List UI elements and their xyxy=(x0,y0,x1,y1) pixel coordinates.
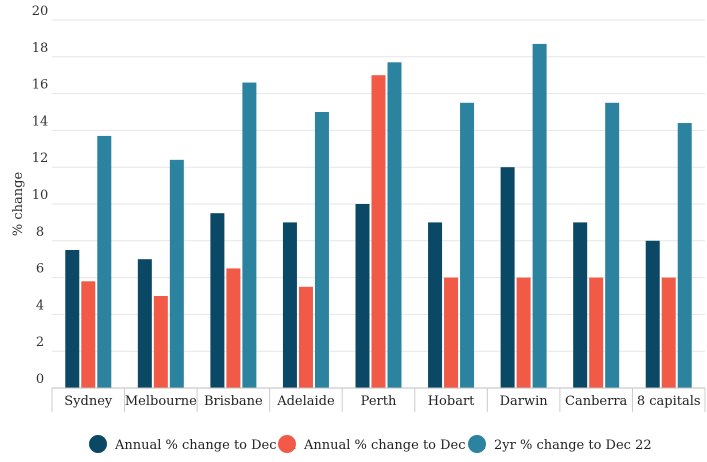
legend-swatch xyxy=(89,435,107,453)
bar xyxy=(573,222,588,388)
bars xyxy=(65,43,692,389)
legend-item: 2yr % change to Dec 22 xyxy=(468,435,652,453)
category-separators xyxy=(51,388,706,412)
bar xyxy=(242,82,257,388)
bar xyxy=(226,268,241,388)
bar xyxy=(387,62,402,388)
bar xyxy=(645,240,660,388)
x-category-label: 8 capitals xyxy=(637,394,701,409)
bar xyxy=(589,277,604,388)
legend-item: Annual % change to Dec 21 xyxy=(89,435,297,453)
y-axis-ticks: 0 2 4 6 8 10 12 14 16 18 20 xyxy=(32,4,49,387)
x-category-label: Canberra xyxy=(565,394,628,409)
x-category-label: Adelaide xyxy=(276,394,335,409)
x-category-label: Brisbane xyxy=(204,394,263,409)
bar xyxy=(428,222,443,388)
x-category-label: Perth xyxy=(361,394,397,409)
bar xyxy=(153,296,168,388)
y-tick-label: 14 xyxy=(32,114,49,129)
bar xyxy=(371,75,386,388)
y-tick-label: 2 xyxy=(36,335,44,350)
bar xyxy=(460,102,475,389)
bar xyxy=(137,259,152,388)
y-tick-label: 6 xyxy=(36,262,44,277)
legend-swatch xyxy=(278,435,296,453)
bar xyxy=(65,250,80,388)
x-category-label: Hobart xyxy=(428,394,475,409)
legend-item: Annual % change to Dec 22 xyxy=(278,435,486,453)
legend-label: Annual % change to Dec 21 xyxy=(114,438,297,453)
bar xyxy=(605,102,620,389)
legend-swatch xyxy=(468,435,486,453)
legend-label: 2yr % change to Dec 22 xyxy=(494,438,652,453)
bar xyxy=(210,213,225,388)
y-tick-label: 16 xyxy=(32,78,49,93)
bar xyxy=(81,281,96,388)
bar xyxy=(661,277,676,388)
bar xyxy=(355,204,370,388)
y-axis-title: % change xyxy=(11,172,26,237)
x-category-label: Darwin xyxy=(500,394,549,409)
bar xyxy=(677,123,692,388)
bar xyxy=(516,277,531,388)
x-axis-categories: Sydney Melbourne Brisbane Adelaide Perth Hoba… xyxy=(64,394,700,409)
bar xyxy=(298,286,313,388)
y-tick-label: 10 xyxy=(32,188,49,203)
y-tick-label: 20 xyxy=(32,4,49,19)
bar xyxy=(532,43,547,389)
bar xyxy=(444,277,459,388)
bar xyxy=(314,112,329,388)
legend: Annual % change to Dec 21 Annual % change… xyxy=(89,435,652,453)
x-category-label: Sydney xyxy=(64,394,113,409)
bar xyxy=(500,167,515,388)
bar xyxy=(169,159,184,388)
legend-label: Annual % change to Dec 22 xyxy=(303,438,486,453)
bar xyxy=(97,135,112,388)
bar xyxy=(282,222,297,388)
y-tick-label: 0 xyxy=(36,372,44,387)
x-category-label: Melbourne xyxy=(125,394,197,409)
y-tick-label: 8 xyxy=(36,225,44,240)
y-tick-label: 12 xyxy=(32,151,49,166)
y-tick-label: 18 xyxy=(32,41,49,56)
y-tick-label: 4 xyxy=(36,298,44,313)
